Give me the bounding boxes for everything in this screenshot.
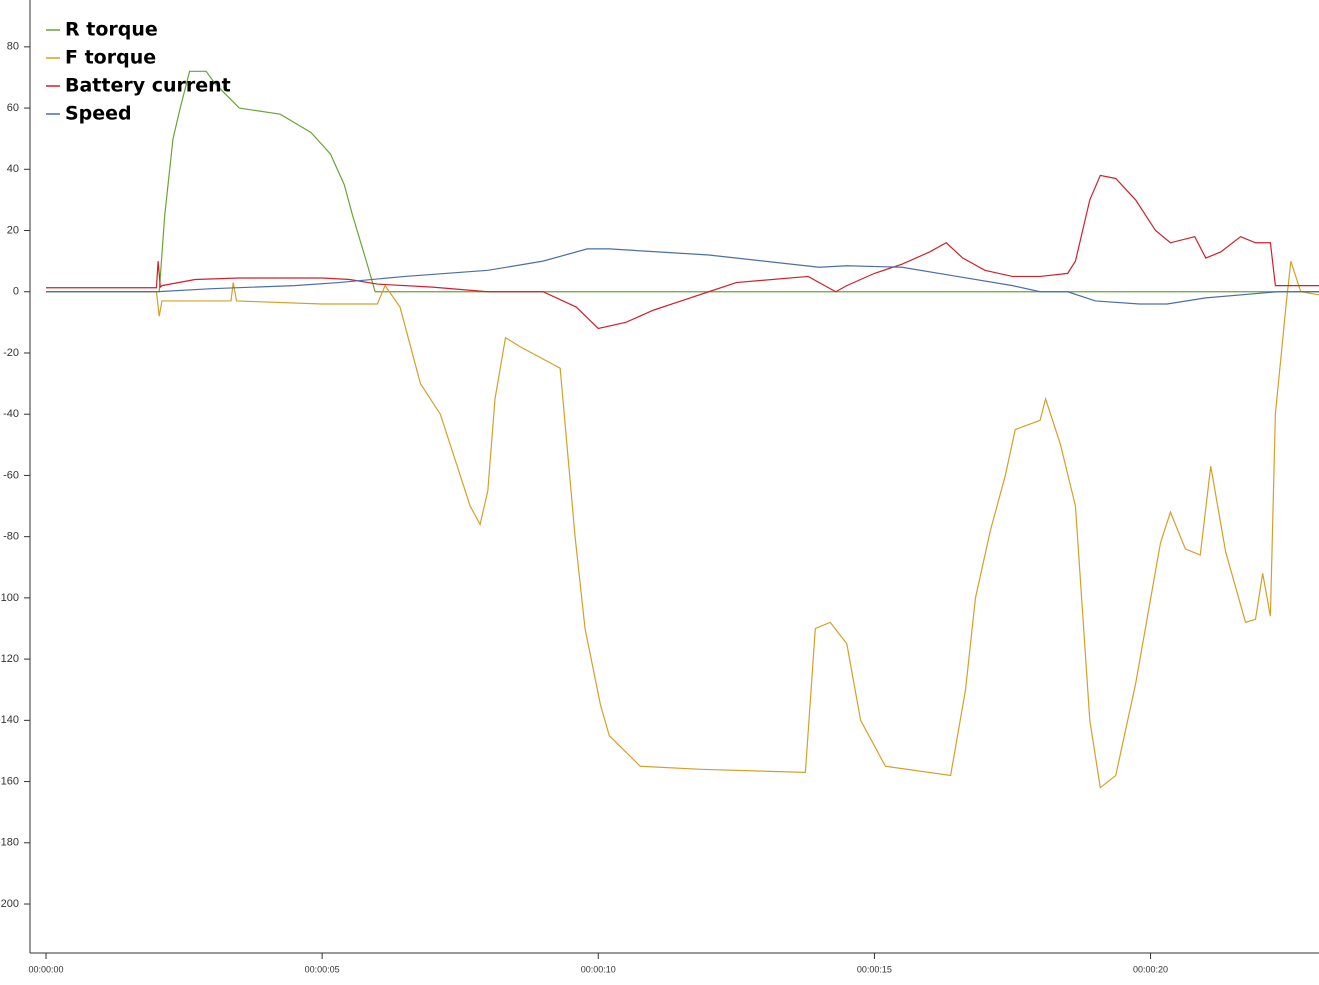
line-series	[46, 174, 1319, 330]
x-tick-label: 00:00:00	[28, 964, 63, 974]
line-series	[46, 248, 1319, 305]
y-tick-label: 0	[13, 286, 19, 298]
legend-label: R torque	[65, 19, 158, 41]
y-tick-label: -160	[0, 775, 19, 787]
y-tick-label: -80	[3, 531, 19, 543]
legend-label: Battery current	[65, 75, 231, 97]
y-tick-label: -180	[0, 837, 19, 849]
y-tick-label: -20	[3, 347, 19, 359]
x-tick-label: 00:00:15	[857, 964, 892, 974]
y-tick-label: -140	[0, 714, 19, 726]
x-tick-label: 00:00:10	[581, 964, 616, 974]
y-tick-label: 60	[7, 102, 19, 114]
legend-label: F torque	[65, 47, 156, 69]
x-tick-label: 00:00:20	[1133, 964, 1168, 974]
y-tick-label: -100	[0, 592, 19, 604]
y-tick-label: -120	[0, 653, 19, 665]
y-tick-label: -60	[3, 469, 19, 481]
line-series	[46, 70, 1319, 293]
line-series	[46, 260, 1319, 789]
y-tick-label: -40	[3, 408, 19, 420]
y-tick-label: 20	[7, 224, 19, 236]
y-tick-label: 80	[7, 41, 19, 53]
y-tick-label: 40	[7, 163, 19, 175]
legend-label: Speed	[65, 103, 132, 125]
y-tick-label: -200	[0, 898, 19, 910]
x-tick-label: 00:00:05	[305, 964, 340, 974]
